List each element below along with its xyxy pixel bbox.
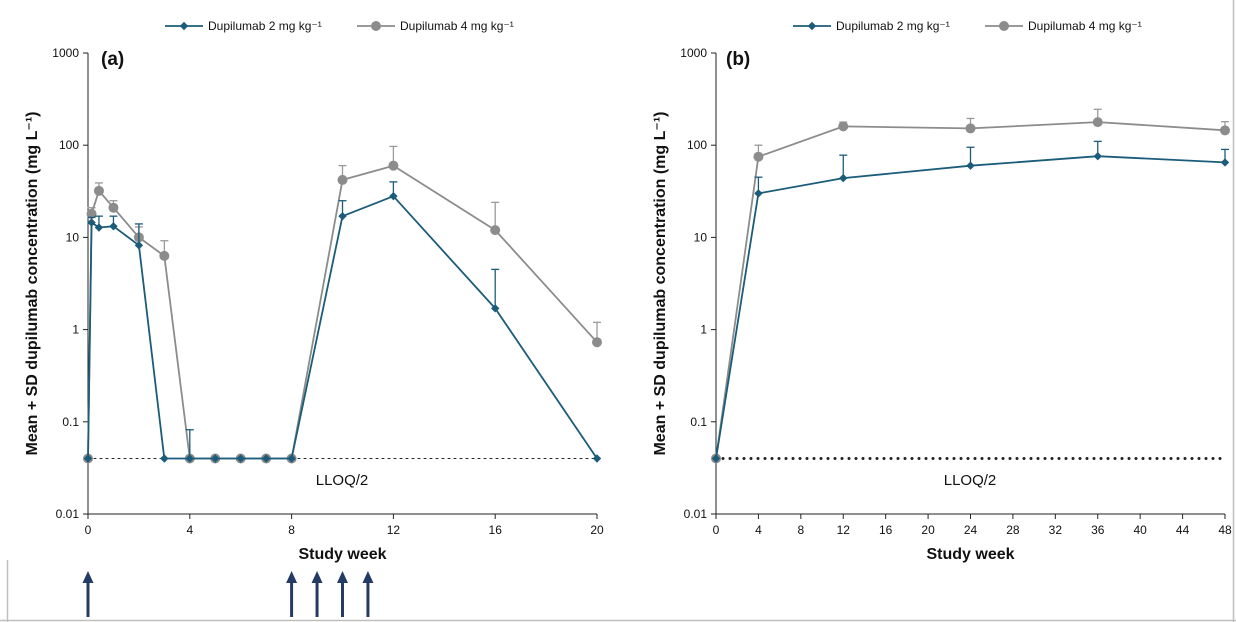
series-4mg-marker xyxy=(965,123,976,134)
up-arrow-icon xyxy=(337,571,348,583)
series-2mg-marker xyxy=(491,304,500,313)
x-tick-label: 32 xyxy=(1049,523,1063,537)
panel-a-chart: 0.01 0.1 1 10 100 1000 0 4 8 12 16 20 Study week Mean… xyxy=(24,19,604,617)
series-2mg-marker xyxy=(236,454,245,463)
series-2mg-marker xyxy=(87,218,96,227)
series-2mg-marker xyxy=(966,161,975,170)
x-tick-label: 28 xyxy=(1006,523,1020,537)
x-tick-label: 48 xyxy=(1218,523,1232,537)
x-tick-label: 0 xyxy=(85,523,92,537)
series-4mg-marker xyxy=(86,208,97,219)
x-tick-label: 44 xyxy=(1176,523,1190,537)
up-arrow-icon xyxy=(311,571,323,583)
y-tick-label: 100 xyxy=(687,138,707,152)
series-2mg-marker xyxy=(160,454,169,463)
y-axis-title: Mean + SD dupilumab concentration (mg L⁻… xyxy=(24,111,41,455)
x-tick-label: 16 xyxy=(879,523,893,537)
y-tick-label: 1 xyxy=(72,323,79,337)
series-4mg-marker xyxy=(1092,117,1103,128)
x-tick-label: 4 xyxy=(755,523,762,537)
series-2mg-marker xyxy=(592,454,602,463)
series-4mg-marker xyxy=(490,225,501,236)
y-tick-label: 1 xyxy=(700,323,707,337)
legend-label: Dupilumab 4 mg kg⁻¹ xyxy=(1028,19,1142,33)
y-tick-label: 10 xyxy=(66,230,80,244)
series-2mg-marker xyxy=(109,222,118,231)
series-2mg-marker xyxy=(711,454,721,463)
series-2mg-line xyxy=(87,195,598,460)
series-2mg-marker xyxy=(338,211,347,221)
x-tick-label: 12 xyxy=(387,523,401,537)
y-tick-label: 0.1 xyxy=(62,415,79,429)
x-axis-title: Study week xyxy=(926,546,1014,563)
x-tick-label: 12 xyxy=(837,523,851,537)
y-tick-label: 100 xyxy=(59,138,79,152)
legend-marker-circle xyxy=(999,21,1009,31)
series-4mg-marker xyxy=(592,337,602,348)
series-2mg-marker xyxy=(1093,151,1102,161)
series-2mg-marker xyxy=(134,241,144,250)
lloq-label: LLOQ/2 xyxy=(316,472,369,489)
series-2mg-marker xyxy=(1220,158,1230,167)
x-tick-label: 20 xyxy=(590,523,604,537)
legend-marker-diamond xyxy=(179,21,189,31)
series-2mg-marker xyxy=(185,454,194,463)
up-arrow-icon xyxy=(82,571,94,583)
y-tick-label: 0.1 xyxy=(690,415,707,429)
series-4mg-marker xyxy=(388,160,399,171)
x-tick-label: 4 xyxy=(186,523,193,537)
x-tick-label: 24 xyxy=(964,523,978,537)
series-2mg-marker xyxy=(261,454,271,463)
legend-marker-diamond xyxy=(807,21,817,31)
series-2mg-marker xyxy=(94,223,104,232)
legend-label: Dupilumab 2 mg kg⁻¹ xyxy=(208,19,322,33)
legend-marker-circle xyxy=(371,21,381,31)
x-tick-label: 8 xyxy=(797,523,804,537)
y-tick-label: 1000 xyxy=(52,46,79,60)
y-tick-label: 0.01 xyxy=(56,507,80,521)
y-tick-label: 0.01 xyxy=(684,507,708,521)
x-tick-label: 8 xyxy=(288,523,295,537)
series-4mg-marker xyxy=(337,174,348,185)
x-tick-label: 36 xyxy=(1091,523,1105,537)
legend-label: Dupilumab 2 mg kg⁻¹ xyxy=(836,19,950,33)
series-4mg-marker xyxy=(93,185,104,196)
series-2mg-marker xyxy=(839,173,848,183)
x-tick-label: 16 xyxy=(489,523,503,537)
series-2mg-marker xyxy=(287,454,296,463)
up-arrow-icon xyxy=(362,571,374,583)
series-4mg-marker xyxy=(108,202,119,213)
x-tick-label: 40 xyxy=(1133,523,1147,537)
series-4mg-line xyxy=(715,121,1226,459)
series-4mg-marker xyxy=(838,121,849,132)
y-tick-label: 1000 xyxy=(680,46,707,60)
y-axis-title: Mean + SD dupilumab concentration (mg L⁻… xyxy=(652,111,669,455)
panel-label: (b) xyxy=(726,49,750,70)
y-tick-label: 10 xyxy=(694,230,708,244)
panel-label: (a) xyxy=(101,49,124,70)
series-2mg-marker xyxy=(754,189,763,198)
up-arrow-icon xyxy=(286,571,298,583)
x-tick-label: 0 xyxy=(713,523,720,537)
series-2mg-marker xyxy=(389,191,398,201)
series-4mg-marker xyxy=(753,151,764,162)
series-4mg-marker xyxy=(1220,125,1230,136)
x-tick-label: 20 xyxy=(921,523,935,537)
series-2mg-line xyxy=(715,155,1226,459)
x-axis-title: Study week xyxy=(298,546,386,563)
series-4mg-marker xyxy=(159,250,170,261)
series-2mg-marker xyxy=(211,454,220,463)
series-2mg-marker xyxy=(83,454,93,463)
lloq-label: LLOQ/2 xyxy=(944,472,997,489)
legend-label: Dupilumab 4 mg kg⁻¹ xyxy=(400,19,514,33)
